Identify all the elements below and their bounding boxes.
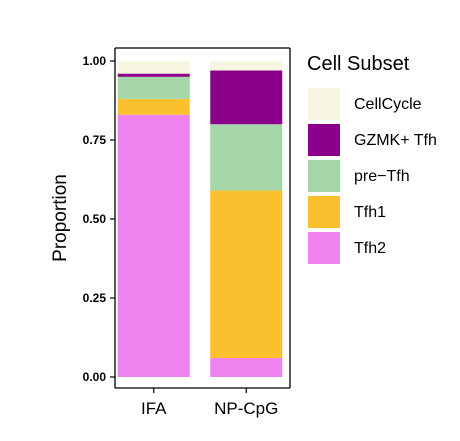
legend-key-1 [308,124,340,156]
legend-key-4 [308,232,340,264]
bar-segment-np-cpg-2 [210,124,283,191]
x-tick-label: IFA [141,399,167,418]
y-tick-label: 0.25 [83,291,107,305]
x-tick-label: NP-CpG [214,399,278,418]
legend-label-2: pre−Tfh [354,168,410,185]
y-axis-label: Proportion [50,174,71,262]
bar-segment-np-cpg-1 [210,190,283,359]
y-tick-label: 0.75 [83,133,107,147]
legend-key-2 [308,160,340,192]
legend-key-3 [308,196,340,228]
legend-label-4: Tfh2 [354,240,386,257]
bar-segment-ifa-2 [117,76,190,99]
legend-label-0: CellCycle [354,96,422,113]
bar-segment-ifa-1 [117,98,190,115]
legend-label-1: GZMK+ Tfh [354,132,437,149]
legend: Cell Subset CellCycle GZMK+ Tfh pre−Tfh Tfh… [307,53,437,264]
bar-segment-ifa-0 [117,114,190,377]
y-tick-label: 1.00 [83,54,107,68]
bar-segment-np-cpg-3 [210,70,283,125]
legend-key-0 [308,88,340,120]
bars-layer [117,61,283,377]
legend-title: Cell Subset [307,53,410,75]
bar-segment-ifa-4 [117,61,190,74]
bar-segment-ifa-3 [117,73,190,77]
bar-segment-np-cpg-4 [210,61,283,71]
ticks-layer: IFA NP-CpG 0.00 0.25 0.50 0.75 1.00 [83,54,279,418]
y-tick-label: 0.50 [83,212,107,226]
y-tick-label: 0.00 [83,370,107,384]
bar-segment-np-cpg-0 [210,358,283,377]
legend-label-3: Tfh1 [354,204,386,221]
axes-layer [114,47,291,389]
